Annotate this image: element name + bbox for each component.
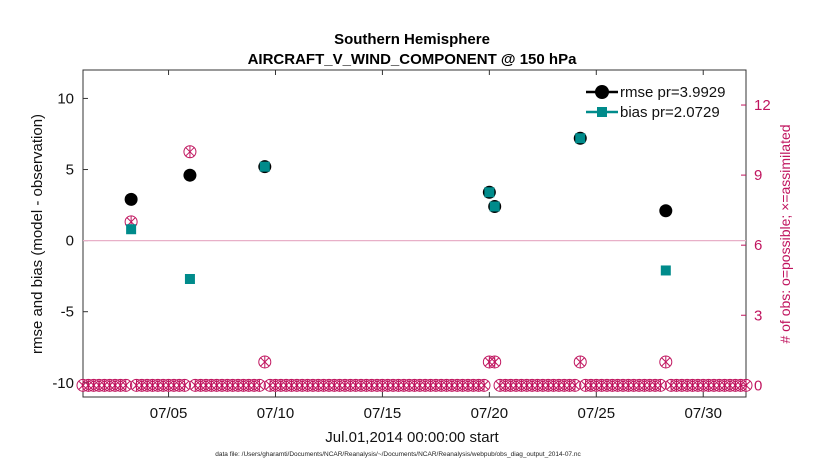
y-axis-label: rmse and bias (model - observation) xyxy=(29,114,46,354)
obs-count-marker xyxy=(653,378,667,392)
legend: rmse pr=3.9929 bias pr=2.0729 xyxy=(580,78,730,126)
bias-point xyxy=(259,161,270,172)
series-layer xyxy=(124,131,673,284)
obs-count-marker xyxy=(252,378,266,392)
x-axis-label: Jul.01,2014 00:00:00 start xyxy=(325,429,499,446)
bias-point xyxy=(126,224,137,235)
x-ticks: 07/05 07/10 07/15 07/20 07/25 07/30 xyxy=(150,70,722,422)
y-tick-label: -10 xyxy=(52,375,74,392)
chart-subtitle: AIRCRAFT_V_WIND_COMPONENT @ 150 hPa xyxy=(248,51,578,68)
y-ticks-right: 0 3 6 9 12 xyxy=(741,97,771,394)
y-tick-label: 10 xyxy=(57,90,74,107)
y-tick-label-right: 3 xyxy=(754,307,762,324)
rmse-point xyxy=(659,204,673,218)
y-tick-label: -5 xyxy=(61,304,74,321)
y-tick-label-right: 6 xyxy=(754,237,762,254)
x-tick-label: 07/20 xyxy=(471,405,509,422)
obs-count-marker xyxy=(327,378,341,392)
obs-count-markers xyxy=(76,145,753,392)
obs-count-marker xyxy=(482,355,496,369)
obs-count-marker xyxy=(488,355,502,369)
y-tick-label: 0 xyxy=(66,233,74,250)
legend-bias-label: bias pr=2.0729 xyxy=(620,104,720,121)
y-tick-label-right: 9 xyxy=(754,167,762,184)
obs-count-marker xyxy=(739,378,753,392)
y-tick-label: 5 xyxy=(66,162,74,179)
bias-point xyxy=(184,273,195,284)
obs-count-marker xyxy=(178,378,192,392)
y-axis-label-right: # of obs: o=possible; ×=assimilated xyxy=(777,124,793,343)
x-tick-label: 07/30 xyxy=(684,405,722,422)
y-tick-label-right: 0 xyxy=(754,377,762,394)
obs-count-marker xyxy=(659,355,673,369)
x-tick-label: 07/05 xyxy=(150,405,188,422)
bias-point xyxy=(660,265,671,276)
obs-count-marker xyxy=(119,378,133,392)
legend-rmse-label: rmse pr=3.9929 xyxy=(620,84,725,101)
bias-point xyxy=(484,187,495,198)
obs-count-marker xyxy=(183,145,197,159)
bias-point xyxy=(489,201,500,212)
obs-count-marker xyxy=(477,378,491,392)
y-ticks: -10 -5 0 5 10 xyxy=(52,90,88,392)
obs-count-marker xyxy=(568,378,582,392)
y-tick-label-right: 12 xyxy=(754,97,771,114)
footnote: data file: /Users/gharamti/Documents/NCA… xyxy=(215,451,581,458)
x-tick-label: 07/15 xyxy=(364,405,402,422)
rmse-point xyxy=(183,168,197,182)
obs-count-marker xyxy=(258,355,272,369)
bias-point xyxy=(575,133,586,144)
legend-bias-marker xyxy=(597,107,607,117)
x-tick-label: 07/25 xyxy=(578,405,616,422)
chart-title: Southern Hemisphere xyxy=(334,31,490,48)
x-tick-label: 07/10 xyxy=(257,405,295,422)
legend-rmse-marker xyxy=(595,85,609,99)
rmse-point xyxy=(124,192,138,206)
obs-count-marker xyxy=(573,355,587,369)
